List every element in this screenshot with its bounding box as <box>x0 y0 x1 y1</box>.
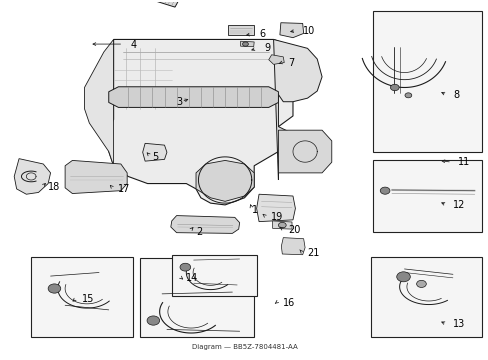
Polygon shape <box>170 216 239 233</box>
Polygon shape <box>240 41 254 46</box>
Polygon shape <box>227 25 254 35</box>
Polygon shape <box>157 0 189 7</box>
Bar <box>372 11 481 152</box>
Circle shape <box>404 93 411 98</box>
Circle shape <box>389 84 398 91</box>
Text: 13: 13 <box>452 319 464 329</box>
Text: 1: 1 <box>251 205 257 215</box>
Text: 14: 14 <box>186 273 198 283</box>
Text: 15: 15 <box>82 294 94 304</box>
Text: 3: 3 <box>176 97 183 107</box>
Circle shape <box>416 280 426 288</box>
Text: 8: 8 <box>452 90 458 100</box>
Text: 16: 16 <box>283 298 295 308</box>
Polygon shape <box>268 55 284 64</box>
Circle shape <box>147 316 159 325</box>
Polygon shape <box>279 23 303 38</box>
Text: 10: 10 <box>302 26 314 36</box>
Text: 17: 17 <box>118 184 131 194</box>
Text: Diagram — BB5Z-7804481-AA: Diagram — BB5Z-7804481-AA <box>191 344 297 350</box>
Polygon shape <box>278 130 331 173</box>
Text: 7: 7 <box>287 58 294 68</box>
Text: 5: 5 <box>152 152 158 162</box>
Circle shape <box>278 222 285 228</box>
Bar <box>370 257 481 337</box>
Polygon shape <box>272 221 291 229</box>
Polygon shape <box>65 161 127 194</box>
Bar <box>171 255 256 296</box>
Text: 2: 2 <box>196 226 202 237</box>
Circle shape <box>380 187 389 194</box>
Bar <box>372 161 481 231</box>
Polygon shape <box>84 40 113 166</box>
Circle shape <box>396 272 409 282</box>
Bar <box>31 257 133 337</box>
Text: 19: 19 <box>271 212 283 222</box>
Text: 12: 12 <box>452 200 465 210</box>
Circle shape <box>242 42 248 46</box>
Circle shape <box>48 284 61 293</box>
Text: 20: 20 <box>287 225 300 235</box>
Polygon shape <box>196 161 254 201</box>
Polygon shape <box>14 159 50 194</box>
Text: 4: 4 <box>130 40 137 50</box>
Polygon shape <box>142 143 166 161</box>
Text: 21: 21 <box>307 248 319 258</box>
Circle shape <box>180 263 190 271</box>
Polygon shape <box>108 40 307 205</box>
Polygon shape <box>108 87 278 107</box>
Text: 9: 9 <box>264 43 269 53</box>
Polygon shape <box>273 40 322 180</box>
Polygon shape <box>281 238 305 255</box>
Polygon shape <box>256 194 295 222</box>
Text: 11: 11 <box>457 157 469 167</box>
Text: 6: 6 <box>259 29 264 39</box>
Text: 18: 18 <box>48 182 61 192</box>
Bar <box>140 258 254 337</box>
